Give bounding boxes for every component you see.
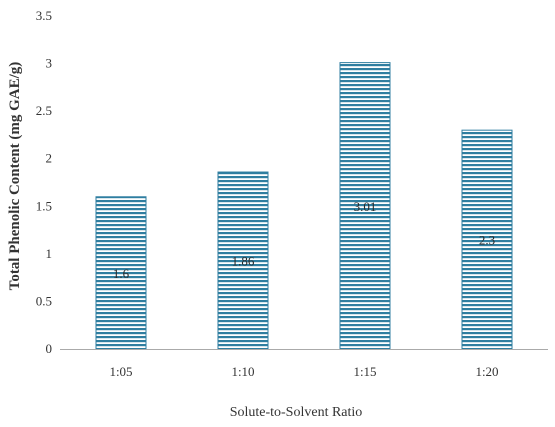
- data-label: 2.3: [479, 233, 495, 248]
- y-tick-label: 2: [46, 151, 53, 166]
- y-tick-label: 0.5: [36, 293, 52, 308]
- bar: [461, 129, 513, 350]
- y-tick-label: 1: [46, 246, 53, 261]
- x-tick-label: 1:15: [353, 364, 376, 379]
- y-tick-label: 1.5: [36, 198, 52, 213]
- x-tick-label: 1:10: [231, 364, 254, 379]
- x-tick-label: 1:20: [475, 364, 498, 379]
- x-axis-title: Solute-to-Solvent Ratio: [230, 405, 363, 420]
- y-axis-title: Total Phenolic Content (mg GAE/g): [7, 62, 23, 291]
- y-tick-label: 2.5: [36, 103, 52, 118]
- bar: [95, 196, 147, 350]
- bar: [339, 62, 391, 350]
- y-tick-label: 3: [46, 56, 53, 71]
- y-tick-label: 0: [46, 341, 53, 356]
- y-axis-ticks: 0 0.5 1 1.5 2 2.5 3 3.5: [36, 8, 52, 356]
- data-label: 1.86: [232, 254, 255, 269]
- bar: [217, 171, 269, 350]
- data-labels: 1.6 1.86 3.01 2.3: [113, 199, 495, 281]
- x-axis-ticks: 1:05 1:10 1:15 1:20: [109, 364, 498, 379]
- data-label: 1.6: [113, 266, 130, 281]
- bars: [95, 62, 513, 350]
- data-label: 3.01: [354, 199, 377, 214]
- y-tick-label: 3.5: [36, 8, 52, 23]
- x-tick-label: 1:05: [109, 364, 132, 379]
